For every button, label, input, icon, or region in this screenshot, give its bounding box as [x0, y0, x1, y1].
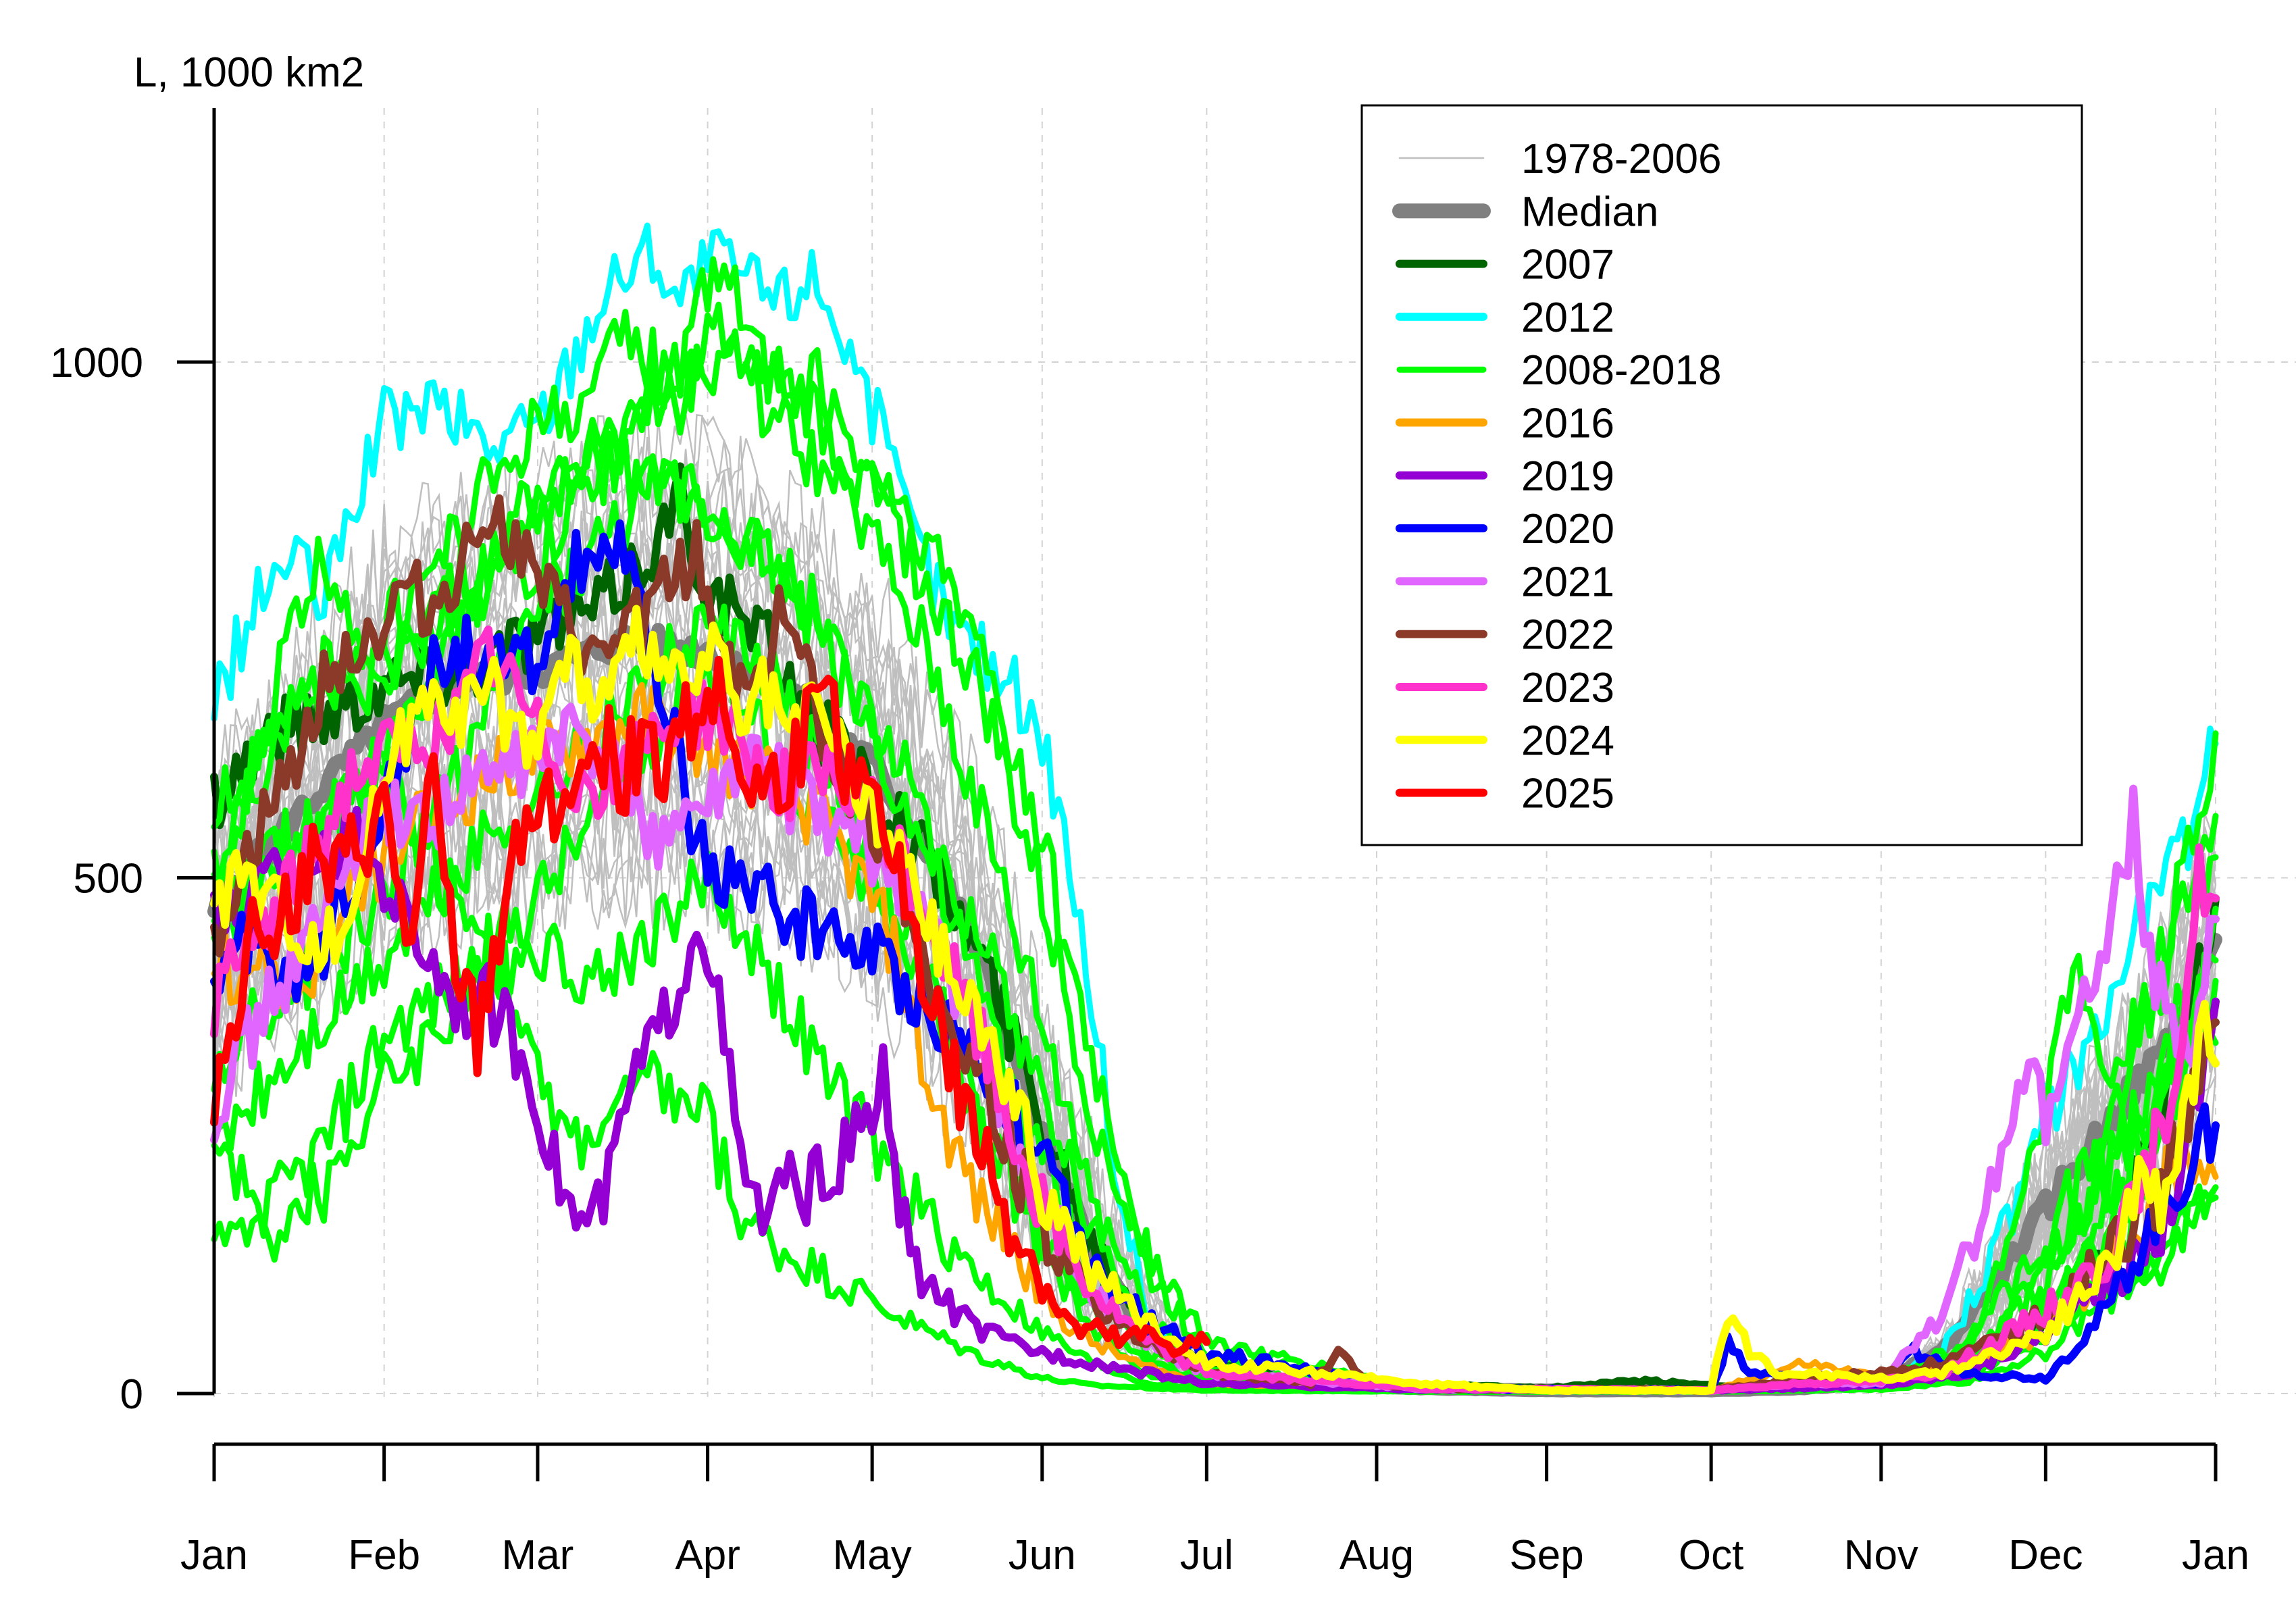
legend-label: 2007 — [1521, 242, 1614, 288]
series-line-2024 — [210, 605, 2220, 1396]
legend-label: 2022 — [1521, 612, 1614, 659]
x-tick-label: Sep — [1509, 1532, 1583, 1579]
x-tick-label: Nov — [1844, 1532, 1918, 1579]
x-tick-label: Jan — [2182, 1532, 2249, 1579]
series-line-2025 — [210, 655, 1211, 1358]
x-tick-label: Jan — [180, 1532, 248, 1579]
axes: 0 500 1000 Jan Feb Mar Apr May Jun Jul Aug Sep Oct No… — [50, 108, 2249, 1579]
y-tick-label: 0 — [120, 1371, 143, 1418]
legend-label: 2025 — [1521, 771, 1614, 817]
legend-label: 1978-2006 — [1521, 136, 1722, 182]
legend: 1978-2006 Median 2007 2012 2008-2018 2016 2019… — [1360, 104, 2083, 846]
x-tick-label: May — [833, 1532, 912, 1579]
y-tick-label: 500 — [74, 856, 143, 902]
y-tick-label: 1000 — [50, 340, 143, 386]
legend-label: 2023 — [1521, 665, 1614, 711]
x-tick-label: Oct — [1679, 1532, 1743, 1579]
y-axis-label: L, 1000 km2 — [134, 49, 364, 96]
x-tick-label: Dec — [2008, 1532, 2083, 1579]
x-tick-label: Mar — [502, 1532, 574, 1579]
series-lines — [207, 222, 2222, 1398]
legend-label: 2016 — [1521, 401, 1614, 447]
x-tick-label: Jun — [1009, 1532, 1076, 1579]
x-tick-label: Apr — [675, 1532, 740, 1579]
x-tick-label: Feb — [348, 1532, 420, 1579]
x-tick-label: Jul — [1180, 1532, 1233, 1579]
legend-label: 2020 — [1521, 506, 1614, 553]
legend-label: 2012 — [1521, 295, 1614, 341]
legend-label: 2008-2018 — [1521, 347, 1722, 394]
legend-label: 2024 — [1521, 717, 1614, 764]
legend-label: 2021 — [1521, 559, 1614, 605]
legend-label: Median — [1521, 188, 1658, 235]
legend-label: 2019 — [1521, 453, 1614, 500]
x-tick-label: Aug — [1340, 1532, 1414, 1579]
